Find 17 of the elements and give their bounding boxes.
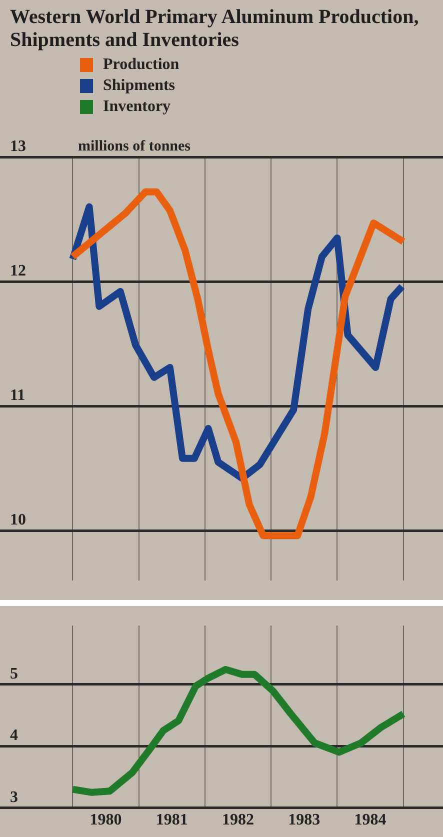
y-tick-label: 13: [10, 138, 26, 156]
x-tick-label: 1983: [288, 812, 320, 829]
y-axis-title: millions of tonnes: [78, 138, 191, 154]
y-tick-label: 3: [10, 788, 18, 806]
legend-label: Inventory: [103, 98, 171, 116]
x-tick-label: 1984: [354, 812, 386, 829]
x-tick-label: 1982: [222, 812, 254, 829]
y-tick-label: 5: [10, 665, 18, 682]
x-tick-label: 1981: [156, 812, 188, 829]
legend-label: Production: [103, 56, 180, 74]
legend-label: Shipments: [103, 76, 176, 94]
y-tick-label: 12: [10, 262, 26, 280]
x-tick-label: 1980: [90, 812, 122, 829]
y-tick-label: 11: [10, 387, 26, 404]
y-tick-label: 4: [10, 727, 18, 744]
chart-title: Western World Primary Aluminum Production, Shipments and Inventories: [9, 5, 420, 52]
y-tick-label: 10: [10, 512, 26, 529]
